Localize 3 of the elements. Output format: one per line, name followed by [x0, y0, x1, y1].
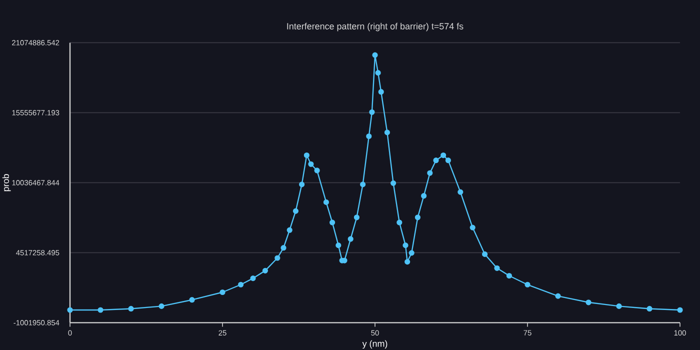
y-axis-title: prob: [2, 174, 11, 192]
x-axis-title: y (nm): [362, 340, 388, 349]
chart-title: Interference pattern (right of barrier) t=574 fs: [287, 22, 464, 32]
